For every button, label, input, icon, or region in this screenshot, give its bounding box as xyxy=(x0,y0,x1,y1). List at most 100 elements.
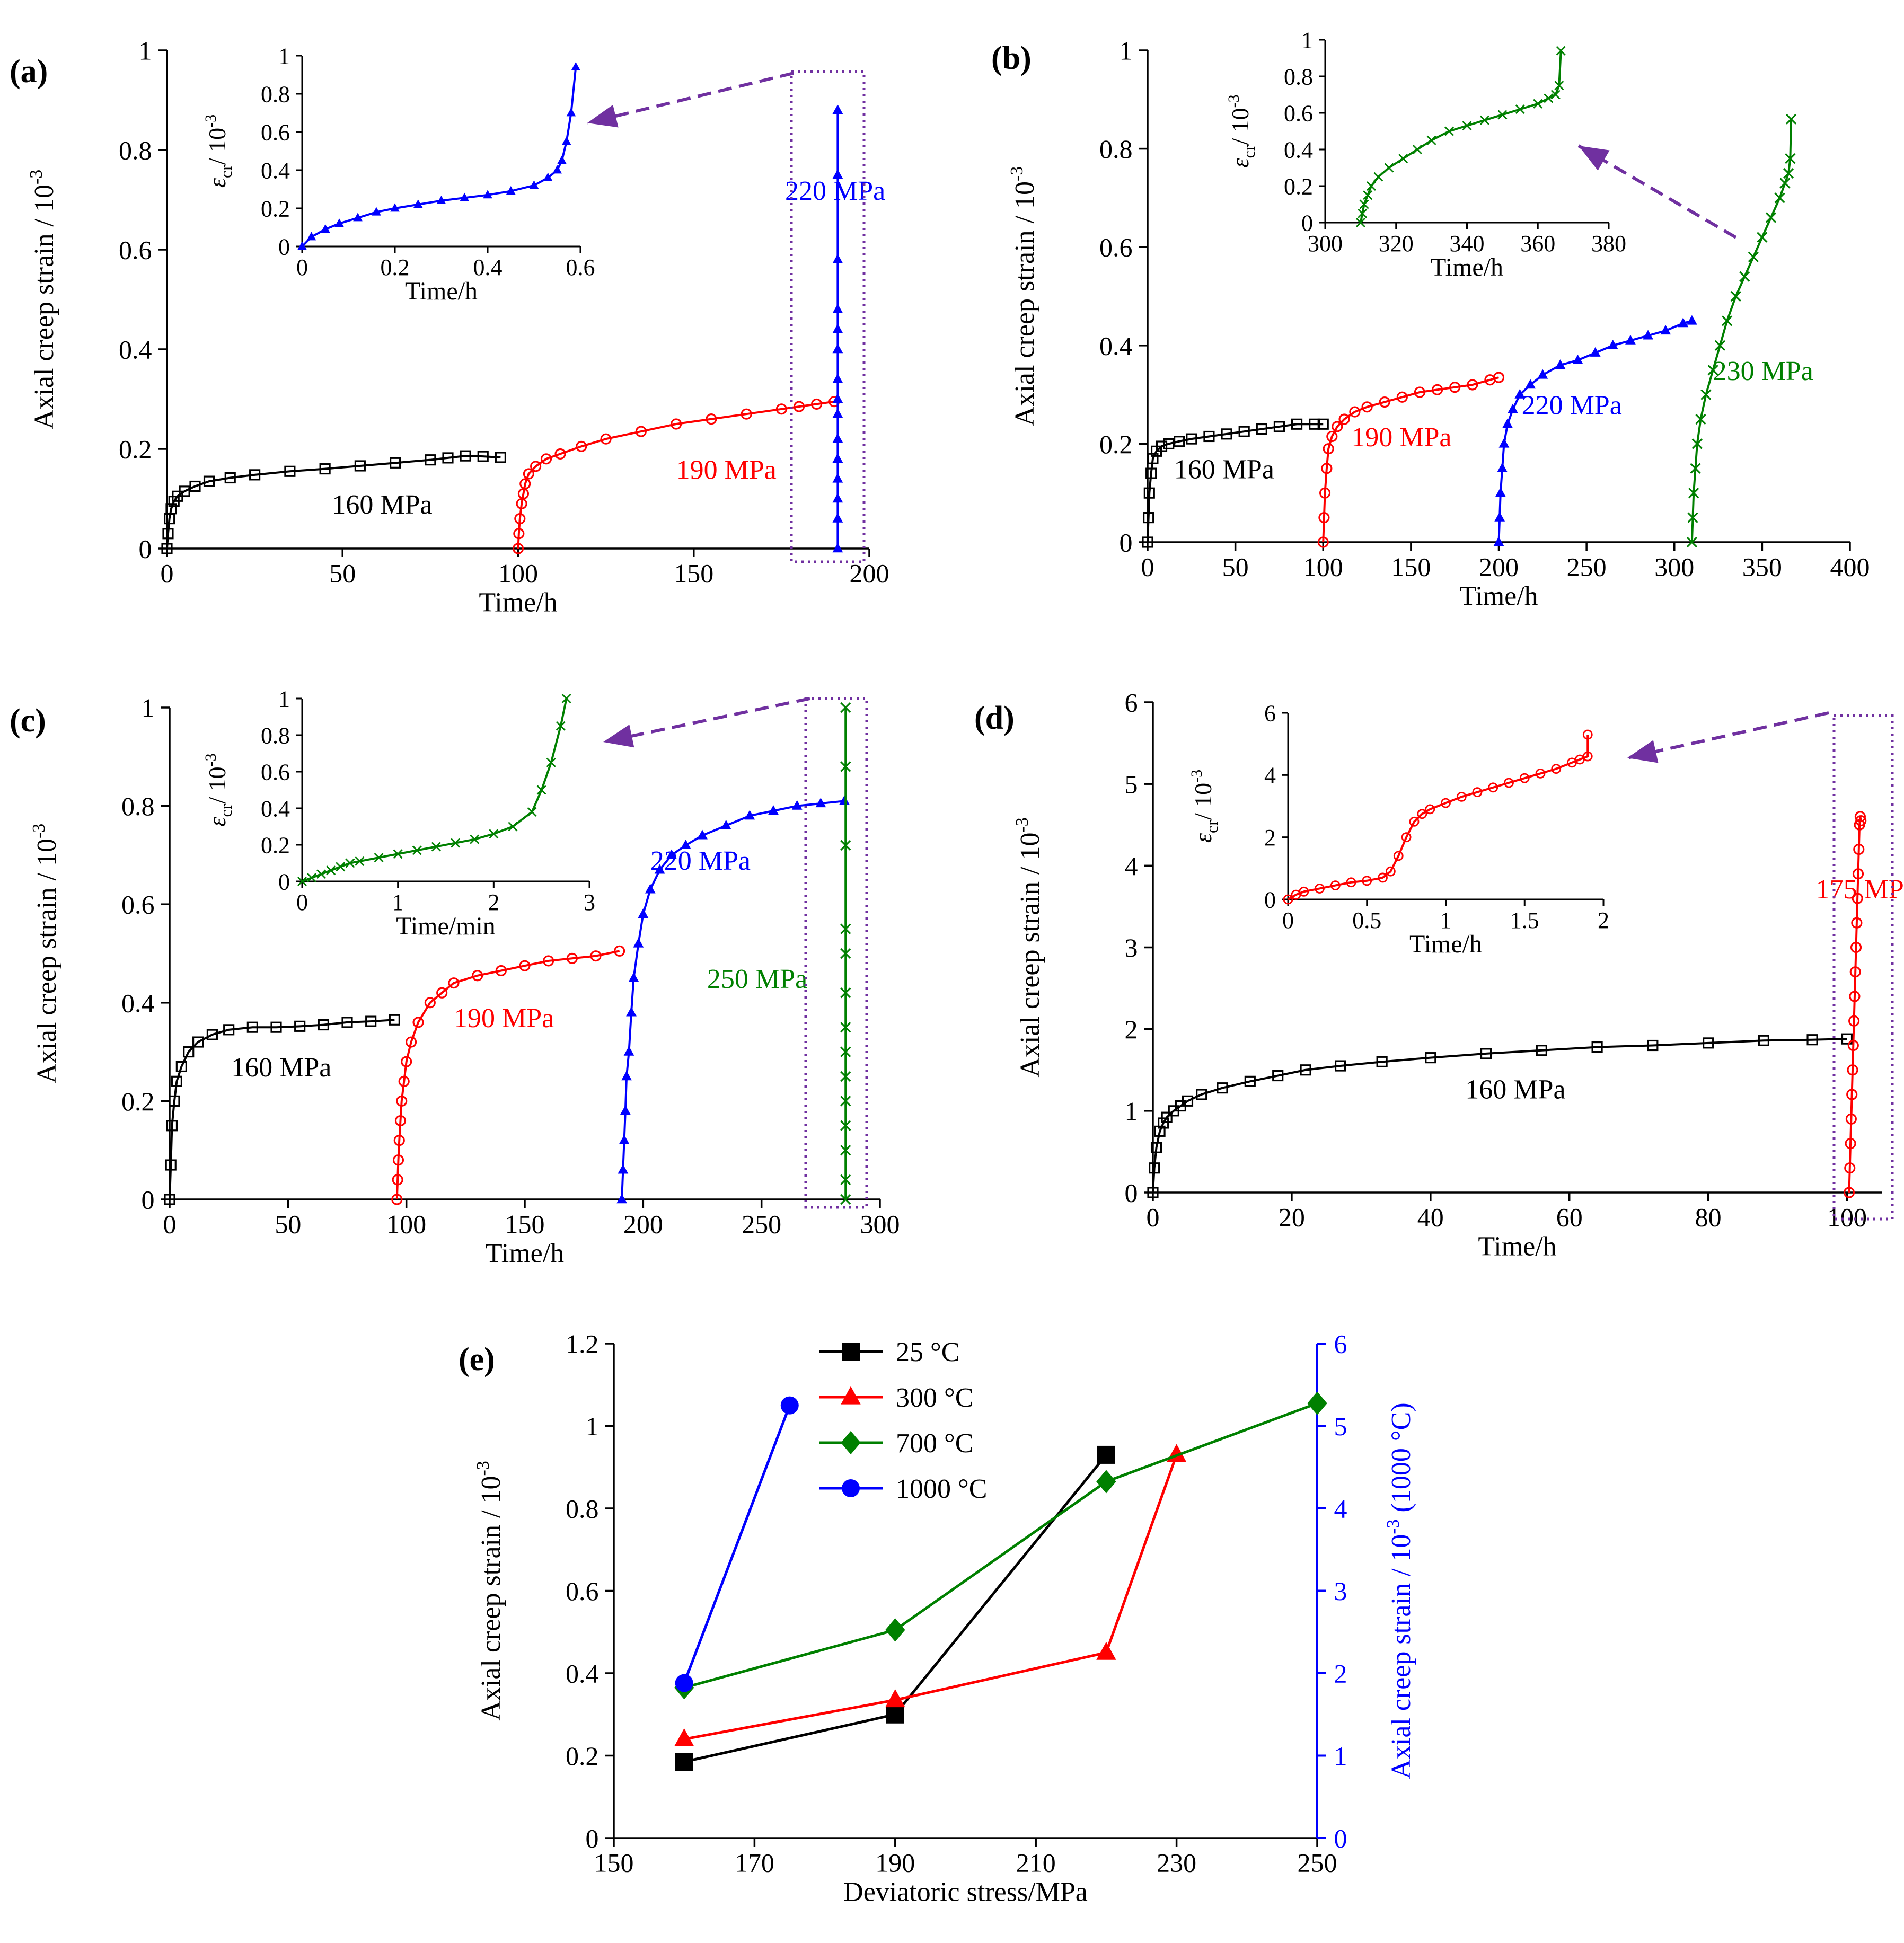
panel-d-inset-data-point xyxy=(1346,877,1356,888)
panel-c-y-tick-label: 1 xyxy=(142,693,155,723)
panel-e-y-tick-label: 1.2 xyxy=(566,1329,599,1359)
panel-c-data-point xyxy=(206,1029,218,1040)
panel-b-data-point xyxy=(1714,340,1725,351)
panel-c-data-point xyxy=(720,819,731,829)
panel-c-inset-x-tick-label: 3 xyxy=(584,889,595,915)
panel-c-x-tick-label: 0 xyxy=(163,1209,177,1239)
panel-c-arrow-head xyxy=(603,725,634,748)
panel-a-data-point xyxy=(832,373,843,383)
panel-b-data-point xyxy=(1691,438,1703,449)
panel-a-y-axis-label-text: Axial creep strain / 10 xyxy=(29,184,59,429)
panel-b-inset-data-point xyxy=(1462,121,1472,131)
panel-e-y-tick-label: 0 xyxy=(586,1824,599,1853)
panel-b-data-point xyxy=(1686,315,1697,325)
panel-d-inset-data-point xyxy=(1315,884,1325,894)
panel-a-inset: 0 0.2 0.4 0.6 0 0.2 0.4 0.6 0.8 1 Time/h εcr/ 10-3 xyxy=(202,43,595,305)
panel-d-inset-data-point xyxy=(1362,876,1372,886)
panel-c-data-point xyxy=(791,800,803,810)
panel-e-y-tick-label: 0.2 xyxy=(566,1741,599,1771)
panel-c-data-point xyxy=(840,948,851,959)
panel-c-inset-data-point xyxy=(307,873,317,883)
panel-b-data-point xyxy=(1361,401,1373,413)
panel-d-inset-data-point xyxy=(1472,787,1483,797)
panel-e-right-y-tick-label: 5 xyxy=(1334,1411,1347,1441)
panel-b-y-tick-label: 1 xyxy=(1120,36,1133,66)
panel-d-arrow-head xyxy=(1627,740,1659,763)
panel-c-inset-data-point xyxy=(431,842,441,852)
panel-c-data-point xyxy=(840,923,851,934)
panel-d-y-axis-label-text: Axial creep strain / 10 xyxy=(1015,833,1045,1078)
panel-c-data-point xyxy=(626,1006,637,1017)
epsilon-subscript: cr xyxy=(216,803,235,817)
panel-e-data-point xyxy=(1307,1391,1327,1415)
panel-b-data-point xyxy=(1525,379,1536,389)
panel-b-series-label: 190 MPa xyxy=(1351,422,1451,453)
panel-c-data-point xyxy=(406,1036,417,1048)
panel-d-inset-data-point xyxy=(1299,886,1309,897)
panel-c-inset-data-point xyxy=(326,865,336,876)
panel-d-y-tick-label: 5 xyxy=(1125,770,1138,799)
panel-b-inset-data-point xyxy=(1355,218,1365,227)
panel-c-data-point xyxy=(840,840,851,851)
panel-d-data-point xyxy=(1334,1060,1346,1072)
panel-c-data-point xyxy=(638,908,649,918)
panel-a-inset-y-tick-label: 0.2 xyxy=(261,196,290,222)
panel-a-data-point xyxy=(189,480,201,492)
panel-b-inset-data-point xyxy=(1363,190,1373,200)
panel-e-right-y-axis-label: Axial creep strain / 10-3 (1000 °C) xyxy=(1383,1402,1416,1779)
panel-d-data-point xyxy=(1300,1064,1311,1076)
panel-d-data-point xyxy=(1851,917,1863,929)
panel-b-data-point xyxy=(1785,113,1797,125)
panel-a-data-point xyxy=(832,513,843,523)
panel-c-inset-data-point xyxy=(316,869,327,879)
panel-b-x-tick-label: 300 xyxy=(1654,552,1694,582)
panel-e-data-point xyxy=(886,1705,904,1724)
panel-a-inset-data-point xyxy=(561,136,571,145)
panel-c-data-point xyxy=(270,1021,282,1033)
panel-a-data-point xyxy=(706,413,717,425)
panel-d-y-axis-label-exp: -3 xyxy=(1012,817,1032,832)
panel-a-data-point xyxy=(832,104,843,114)
panel-c-data-point xyxy=(840,761,851,772)
panel-a-data-point xyxy=(775,403,787,415)
panel-a-series-line xyxy=(166,455,501,549)
panel-d-inset-x-tick-label: 1.5 xyxy=(1510,907,1539,933)
panel-d-x-tick-label: 60 xyxy=(1556,1203,1583,1232)
panel-c-data-point xyxy=(166,1120,178,1132)
panel-b-arrow-head xyxy=(1579,146,1610,171)
panel-a-series-line xyxy=(517,400,835,549)
panel-c-data-point xyxy=(223,1024,235,1036)
panel-a-data-point xyxy=(442,452,454,464)
panel-e-data-point xyxy=(674,1728,694,1746)
panel-c-inset-data-point xyxy=(345,858,355,868)
epsilon-symbol: ε xyxy=(1189,833,1217,843)
panel-b-data-point xyxy=(1686,536,1697,548)
panel-c-inset-data-point xyxy=(527,807,537,817)
panel-c-data-point xyxy=(614,945,625,957)
panel-b-zoom-arrow xyxy=(1577,144,1737,239)
epsilon-subscript: cr xyxy=(1202,820,1221,833)
panel-c-data-point xyxy=(616,1194,628,1204)
panel-c-series-label: 190 MPa xyxy=(454,1003,554,1034)
panel-a-data-point xyxy=(741,408,752,420)
panel-e: 150 170 190 210 230 25000.20.40.60.811.201234… xyxy=(459,1329,1416,1907)
panel-b-inset-data-point xyxy=(1550,90,1561,100)
panel-c-inset-data-point xyxy=(489,829,499,839)
panel-b-data-point xyxy=(1143,512,1154,524)
panel-a-inset-data-point xyxy=(436,196,446,204)
panel-c-inset-data-point xyxy=(546,757,556,767)
panel-c-data-point xyxy=(394,1115,407,1127)
panel-b-inset-data-point xyxy=(1556,46,1566,56)
panel-c-inset-x-label: Time/min xyxy=(396,912,496,940)
panel-b-data-point xyxy=(1748,251,1759,262)
panel-a-data-point xyxy=(540,453,552,465)
panel-a-x-tick-label: 150 xyxy=(674,559,713,588)
panel-d-inset-y-label: εcr/ 10-3 xyxy=(1188,770,1221,843)
panel-b-x-tick-label: 350 xyxy=(1742,552,1782,582)
panel-c-inset-x-tick-label: 2 xyxy=(488,889,499,915)
panel-b-data-point xyxy=(1537,369,1548,379)
panel-c-data-point xyxy=(389,1014,400,1026)
panel-c-data-point xyxy=(840,702,851,713)
panel-b-series-label: 230 MPa xyxy=(1713,356,1813,386)
